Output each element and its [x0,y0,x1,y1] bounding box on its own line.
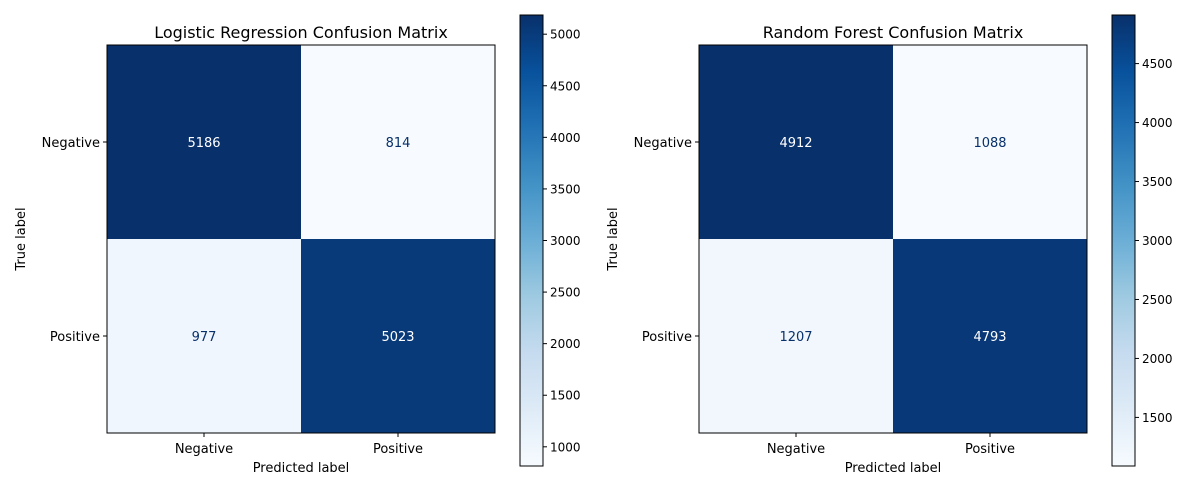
cell-value-label: 1207 [779,330,812,345]
x-tick-label: Negative [175,442,233,457]
cell-value-label: 4912 [779,136,812,151]
colorbar [1112,15,1135,466]
matrix-cell [301,45,495,239]
colorbar-tick-label: 2500 [550,286,581,300]
matrix-cell [699,45,893,239]
colorbar-tick-label: 4500 [1142,57,1173,71]
cell-value-label: 5186 [187,136,220,151]
cell-value-label: 5023 [381,330,414,345]
chart-title: Logistic Regression Confusion Matrix [154,23,448,42]
matrix-cell [107,239,301,433]
cell-value-label: 977 [192,330,217,345]
x-tick-label: Positive [965,442,1015,457]
x-tick-label: Positive [373,442,423,457]
cell-value-label: 814 [386,136,411,151]
colorbar-tick-label: 1500 [550,389,581,403]
x-axis-label: Predicted label [253,461,350,476]
colorbar-tick-label: 4000 [1142,116,1173,130]
colorbar-tick-label: 5000 [550,28,581,42]
plot-frame [106,44,496,434]
y-axis-label: True label [606,207,621,271]
colorbar-tick-label: 3000 [550,234,581,248]
y-axis-label: True label [14,207,29,271]
chart-title: Random Forest Confusion Matrix [763,23,1024,42]
x-tick-label: Negative [767,442,825,457]
plot-frame [698,44,1088,434]
chart-panel-2: Random Forest Confusion Matrix 4912 1088 12… [606,14,1173,476]
colorbar-tick-label: 2500 [1142,293,1173,307]
colorbar-tick-label: 3500 [550,182,581,196]
y-tick-label: Positive [50,330,100,345]
cell-value-label: 1088 [973,136,1006,151]
colorbar-tick-label: 1500 [1142,411,1173,425]
cell-value-label: 4793 [973,330,1006,345]
matrix-cell [893,45,1087,239]
colorbar [520,15,543,466]
matrix-cell [699,239,893,433]
colorbar-tick-label: 3500 [1142,175,1173,189]
y-tick-label: Positive [642,330,692,345]
colorbar-tick-label: 2000 [550,337,581,351]
x-axis-label: Predicted label [845,461,942,476]
matrix-cell [107,45,301,239]
matrix-cell [301,239,495,433]
colorbar-tick-label: 4500 [550,79,581,93]
colorbar-tick-label: 4000 [550,131,581,145]
colorbar-tick-label: 1000 [550,440,581,454]
colorbar-tick-label: 2000 [1142,352,1173,366]
chart-panel-1: Logistic Regression Confusion Matrix 5186… [14,14,581,476]
y-tick-label: Negative [42,136,100,151]
y-tick-label: Negative [634,136,692,151]
matrix-cell [893,239,1087,433]
colorbar-tick-label: 3000 [1142,234,1173,248]
